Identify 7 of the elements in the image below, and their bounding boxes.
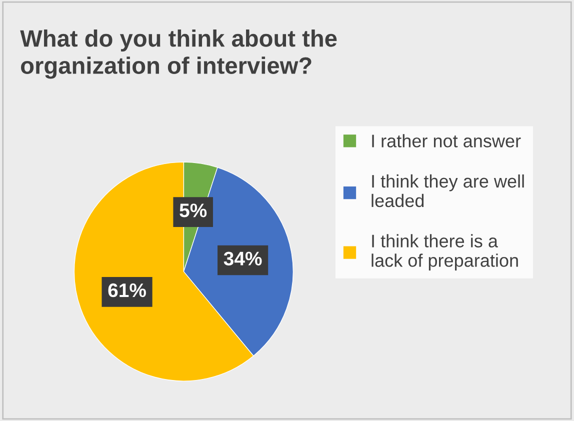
legend-label: I rather not answer [372,134,521,148]
chart-title: What do you think about the organization of interview? [20,29,337,79]
legend-label: I think they are well leaded [372,174,524,208]
data-label: 34% [224,252,262,266]
data-label: 61% [108,283,146,298]
data-label: 5% [180,204,207,218]
legend-label: I think there is a lack of preparation [372,234,518,270]
